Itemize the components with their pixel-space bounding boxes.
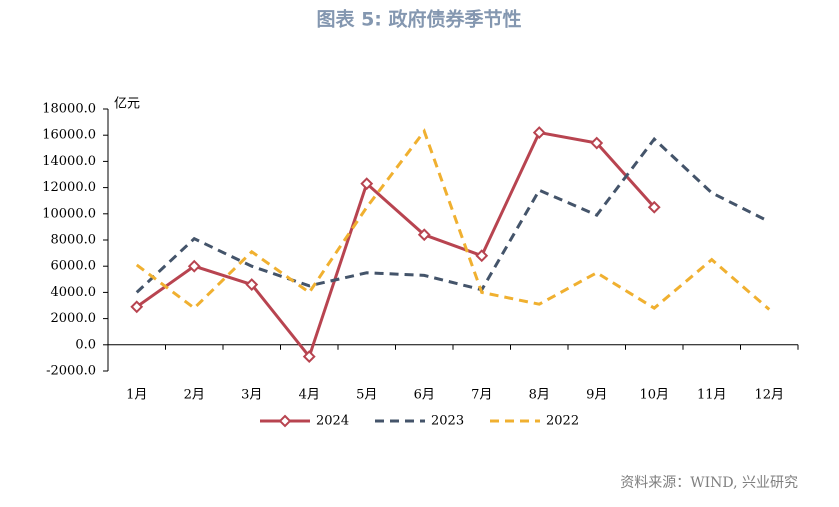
marker [532,126,546,139]
marker [475,249,489,263]
marker [245,278,259,291]
x-tick-label: 5月 [356,388,377,403]
x-tick-label: 2月 [184,388,205,403]
marker [130,300,144,314]
x-tick-label: 12月 [754,388,784,403]
y-tick-label: 2000.0 [51,311,97,326]
x-tick-label: 11月 [697,388,727,403]
marker [590,136,604,150]
marker [417,228,431,242]
series-line [135,128,771,311]
legend-label: 2024 [316,414,349,429]
series-line [135,130,656,360]
x-tick-label: 8月 [529,388,550,403]
x-tick-label: 7月 [471,388,492,403]
y-tick-label: 18000.0 [42,102,96,117]
y-tick-label: 14000.0 [42,154,96,169]
y-tick-label: 16000.0 [42,128,96,143]
x-tick-label: 3月 [241,388,262,403]
x-tick-label: 4月 [299,388,320,403]
y-tick-label: 6000.0 [51,259,97,274]
x-tick-label: 10月 [639,388,669,403]
x-tick-label: 9月 [586,388,607,403]
chart-title: 图表 5: 政府债券季节性 [316,8,521,31]
y-unit: 亿元 [114,97,140,112]
y-tick-label: 4000.0 [51,285,97,300]
source: 资料来源：WIND, 兴业研究 [620,475,798,491]
marker [187,259,201,273]
marker [302,350,316,364]
marker [360,177,374,191]
y-tick-label: 10000.0 [42,206,96,221]
legend-label: 2023 [431,414,464,429]
y-tick-label: 0.0 [75,337,96,352]
legend-marker [278,414,292,428]
x-tick-label: 6月 [414,388,435,403]
y-tick-label: 12000.0 [42,180,96,195]
series-line [135,136,770,294]
marker [647,200,661,214]
legend-label: 2022 [546,414,579,429]
y-tick-label: 8000.0 [51,233,97,248]
x-tick-label: 1月 [126,388,147,403]
y-tick-label: -2000.0 [46,364,96,379]
